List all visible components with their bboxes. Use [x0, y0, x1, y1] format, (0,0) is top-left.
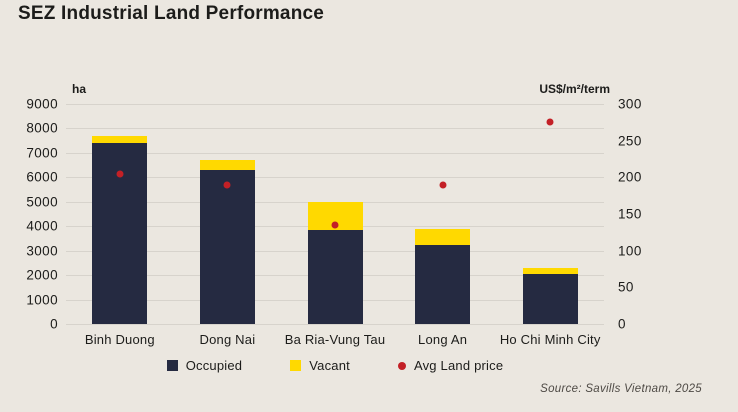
legend-item: Avg Land price: [397, 358, 504, 373]
right-axis-tick: 300: [618, 96, 642, 112]
left-axis-tick: 2000: [26, 267, 58, 283]
occupied-segment: [199, 170, 255, 324]
stacked-bar: [415, 228, 471, 324]
source-note: Source: Savills Vietnam, 2025: [540, 383, 702, 395]
category-label: Ho Chi Minh City: [499, 332, 601, 347]
legend-item: Occupied: [166, 358, 243, 373]
legend: Occupied Vacant Avg Land price: [66, 358, 604, 373]
left-axis-tick: 3000: [26, 243, 58, 259]
occupied-segment: [522, 273, 578, 324]
legend-label: Occupied: [185, 358, 243, 373]
avg-land-price-dot: [439, 181, 447, 189]
gridline: [66, 152, 604, 154]
left-axis-tick: 7000: [26, 145, 58, 161]
stacked-bar: [522, 267, 578, 324]
category-label: Binh Duong: [84, 332, 155, 347]
category-label: Dong Nai: [199, 332, 256, 347]
left-axis-tick: 6000: [26, 169, 58, 185]
right-axis-ticks: 300 250 200 150 100 50 0: [618, 0, 668, 412]
left-axis-tick: 5000: [26, 194, 58, 210]
legend-label: Avg Land price: [413, 358, 504, 373]
left-axis-tick: 9000: [26, 96, 58, 112]
right-axis-tick: 100: [618, 243, 642, 259]
left-axis-tick: 0: [50, 316, 58, 332]
vacant-segment: [415, 228, 471, 245]
left-axis-tick: 4000: [26, 218, 58, 234]
gridline: [66, 128, 604, 130]
left-axis-unit-label: ha: [72, 82, 87, 96]
occupied-segment: [307, 229, 363, 324]
stacked-bar: [92, 135, 148, 324]
vacant-segment: [522, 267, 578, 274]
right-axis-tick: 150: [618, 206, 642, 222]
gridline: [66, 177, 604, 179]
category-label: Long An: [418, 332, 468, 347]
right-axis-tick: 50: [618, 279, 634, 295]
legend-swatch-icon: [397, 361, 406, 370]
right-axis-tick: 0: [618, 316, 626, 332]
left-axis-tick: 1000: [26, 292, 58, 308]
category-label: Ba Ria-Vung Tau: [284, 332, 386, 347]
right-axis-tick: 250: [618, 133, 642, 149]
avg-land-price-dot: [116, 170, 124, 178]
occupied-segment: [415, 244, 471, 324]
gridline: [66, 104, 604, 105]
avg-land-price-dot: [546, 118, 554, 126]
legend-item: Vacant: [290, 358, 350, 373]
chart-title: SEZ Industrial Land Performance: [18, 3, 325, 24]
left-axis-tick: 8000: [26, 120, 58, 136]
gridline: [66, 324, 604, 325]
vacant-segment: [92, 135, 148, 144]
avg-land-price-dot: [331, 221, 339, 229]
vacant-segment: [199, 160, 255, 170]
legend-swatch-icon: [290, 360, 302, 371]
avg-land-price-dot: [223, 181, 231, 189]
legend-label: Vacant: [309, 358, 350, 373]
legend-swatch-icon: [166, 360, 178, 371]
stacked-bar: [199, 160, 255, 324]
right-axis-tick: 200: [618, 169, 642, 185]
plot-area: [66, 104, 604, 325]
left-axis-ticks: 9000 8000 7000 6000 5000 4000 3000 2000 1000 0: [6, 0, 58, 412]
stacked-bar: [307, 201, 363, 324]
right-axis-unit-label: US$/m²/term: [539, 82, 610, 96]
